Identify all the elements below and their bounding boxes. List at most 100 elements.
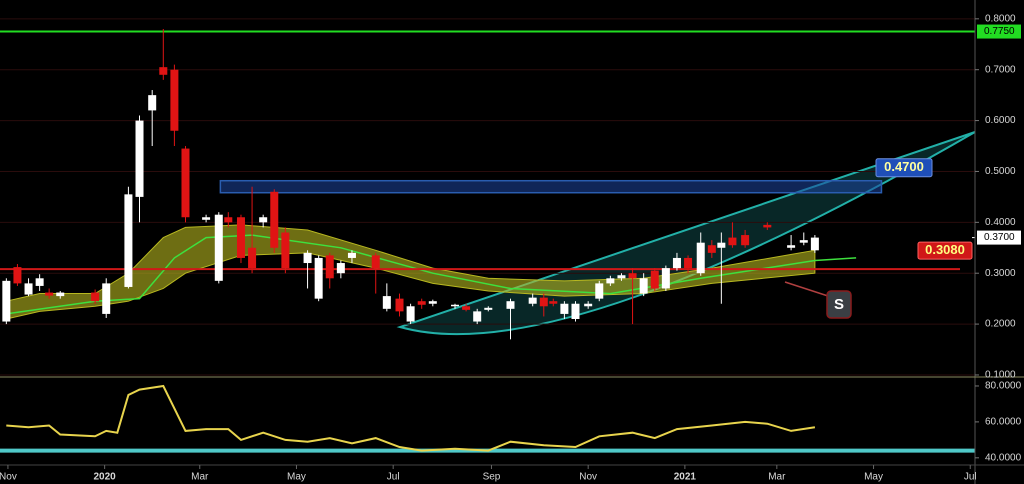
candle-body bbox=[170, 69, 179, 131]
candle-body bbox=[124, 194, 133, 287]
indicator-line bbox=[6, 384, 816, 452]
candle-body bbox=[56, 292, 65, 297]
y-tick-label: 0.3000 bbox=[985, 268, 1016, 279]
x-tick-label: May bbox=[287, 472, 306, 483]
candle-body bbox=[549, 301, 558, 304]
candle-body bbox=[35, 278, 44, 286]
candle-body bbox=[763, 224, 772, 228]
candle-body bbox=[214, 214, 223, 281]
candle-body bbox=[248, 247, 257, 269]
candle-body bbox=[672, 257, 681, 269]
candle-body bbox=[24, 283, 33, 295]
level-label: 0.7750 bbox=[984, 26, 1015, 37]
candle-body bbox=[224, 217, 233, 223]
y-tick-label: 0.6000 bbox=[985, 115, 1016, 126]
candle-body bbox=[395, 298, 404, 312]
candle-body bbox=[135, 120, 144, 197]
annotation-box bbox=[826, 290, 852, 319]
candle-body bbox=[799, 240, 808, 243]
y-tick-label: 0.1000 bbox=[985, 370, 1016, 381]
candle-body bbox=[181, 148, 190, 218]
moving-average bbox=[6, 234, 857, 315]
candle-body bbox=[428, 301, 437, 304]
candle-body bbox=[236, 217, 245, 258]
candle-body bbox=[571, 303, 580, 319]
candle-body bbox=[451, 304, 459, 307]
candle-body bbox=[2, 280, 11, 322]
annotation-pointer bbox=[784, 281, 829, 297]
candle-body bbox=[371, 255, 380, 269]
annotation: S bbox=[784, 281, 852, 319]
zone-label: 0.4700 bbox=[884, 159, 924, 174]
candle-body bbox=[617, 275, 626, 279]
last-price-label: 0.3700 bbox=[984, 232, 1015, 243]
y-tick-label: 40.0000 bbox=[985, 452, 1022, 463]
x-tick-label: 2020 bbox=[94, 472, 117, 483]
candle-body bbox=[528, 297, 537, 304]
y-tick-label: 0.7000 bbox=[985, 64, 1016, 75]
candle-body bbox=[584, 303, 593, 307]
candle-body bbox=[406, 306, 415, 322]
last-price-box bbox=[977, 230, 1021, 245]
candle-body bbox=[473, 311, 482, 322]
x-tick-label: Mar bbox=[768, 472, 786, 483]
candle-body bbox=[484, 307, 493, 310]
x-tick-label: 2021 bbox=[674, 472, 697, 483]
annotation-text: S bbox=[834, 296, 844, 313]
candle-body bbox=[560, 303, 569, 314]
candle-body bbox=[717, 242, 726, 248]
y-tick-label: 60.0000 bbox=[985, 417, 1022, 428]
ribbon bbox=[5, 224, 816, 320]
candle-body bbox=[417, 301, 426, 305]
candle-body bbox=[787, 245, 796, 248]
candle-body bbox=[347, 252, 356, 258]
candle-body bbox=[102, 283, 111, 314]
x-tick-label: Nov bbox=[579, 472, 597, 483]
candle-body bbox=[650, 270, 659, 289]
candle-body bbox=[684, 257, 693, 269]
candle-body bbox=[506, 301, 515, 309]
candle-body bbox=[595, 283, 604, 299]
y-tick-label: 0.8000 bbox=[985, 13, 1016, 24]
candle-body bbox=[628, 273, 637, 279]
x-tick-label: Jul bbox=[387, 472, 400, 483]
level-axis-box bbox=[977, 24, 1021, 39]
candle-body bbox=[314, 257, 323, 299]
candle-body bbox=[270, 191, 279, 248]
candle-body bbox=[741, 235, 750, 246]
x-tick-label: Nov bbox=[0, 472, 17, 483]
x-tick-label: Jul bbox=[964, 472, 977, 483]
candle-body bbox=[91, 292, 100, 302]
y-tick-label: 80.0000 bbox=[985, 381, 1022, 392]
y-tick-label: 0.4000 bbox=[985, 217, 1016, 228]
candle-body bbox=[325, 255, 334, 279]
level-label-box bbox=[917, 241, 973, 260]
candle-body bbox=[281, 232, 290, 269]
candle-body bbox=[382, 296, 391, 309]
zone-label-box bbox=[875, 158, 933, 178]
candle-body bbox=[696, 242, 705, 274]
candle-body bbox=[539, 297, 548, 307]
resistance-zone bbox=[219, 179, 883, 194]
candle-body bbox=[45, 292, 54, 296]
x-tick-label: Mar bbox=[191, 472, 209, 483]
candle-body bbox=[639, 278, 648, 294]
candle-body bbox=[259, 217, 268, 223]
candle-body bbox=[148, 95, 157, 111]
candle-body bbox=[707, 245, 716, 253]
candle-body bbox=[810, 237, 819, 251]
candle-body bbox=[303, 252, 312, 264]
candle-body bbox=[606, 278, 615, 284]
candle-body bbox=[336, 263, 345, 274]
candle-body bbox=[462, 306, 471, 310]
level-label: 0.3080 bbox=[925, 242, 965, 257]
candle-body bbox=[202, 217, 211, 220]
candle-body bbox=[159, 67, 168, 75]
candle-body bbox=[728, 237, 737, 246]
x-tick-label: Sep bbox=[483, 472, 501, 483]
y-tick-label: 0.2000 bbox=[985, 319, 1016, 330]
x-tick-label: May bbox=[864, 472, 883, 483]
plot-layer: 0.4700 0.3080 bbox=[0, 18, 975, 453]
